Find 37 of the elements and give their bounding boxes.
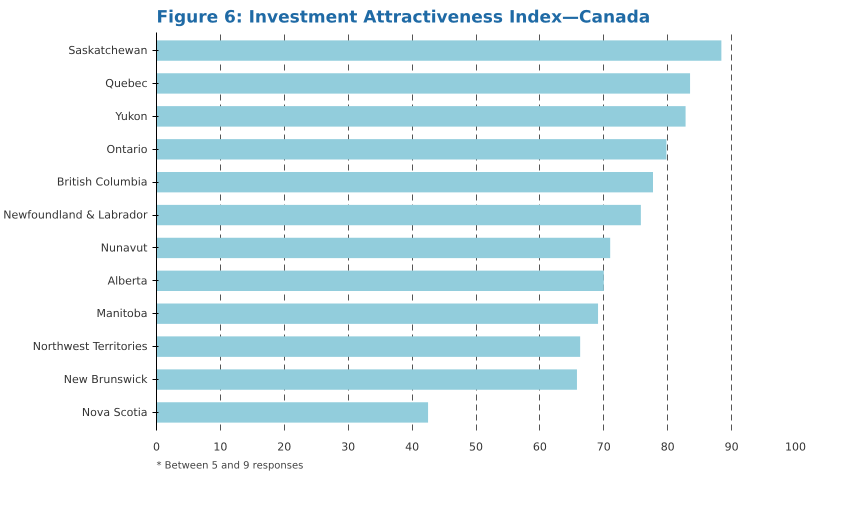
x-tick-label: 60 xyxy=(532,440,547,454)
x-tick-label: 0 xyxy=(153,440,160,454)
bar xyxy=(156,106,686,127)
bar xyxy=(156,204,641,226)
y-tick-label: Northwest Territories xyxy=(32,340,148,354)
y-tick-label: British Columbia xyxy=(56,176,148,189)
x-tick-label: 50 xyxy=(469,440,483,454)
y-tick-label: New Brunswick xyxy=(64,373,148,386)
bar xyxy=(156,402,428,423)
y-tick-label: Nova Scotia xyxy=(82,406,148,419)
y-tick-label: Newfoundland & Labrador xyxy=(3,208,148,222)
bar xyxy=(156,40,722,61)
bar xyxy=(156,270,604,292)
chart-title: Figure 6: Investment Attractiveness Index—Canada xyxy=(156,8,650,28)
x-tick-label: 40 xyxy=(405,440,420,454)
bar xyxy=(156,304,598,324)
x-tick-label: 70 xyxy=(596,440,611,454)
y-tick-label: Alberta xyxy=(108,274,148,288)
bar xyxy=(156,336,580,357)
x-tick-label: 80 xyxy=(660,440,675,454)
y-tick-label: Yukon xyxy=(114,110,148,123)
y-tick-label: Nunavut xyxy=(100,241,148,254)
x-tick-label: 20 xyxy=(277,440,292,454)
bar xyxy=(156,172,654,192)
x-tick-label: 30 xyxy=(341,440,356,454)
text: * Between 5 and 9 responses xyxy=(156,460,304,472)
bar xyxy=(156,369,577,390)
y-tick-label: Manitoba xyxy=(96,307,148,320)
bar xyxy=(156,238,610,258)
y-tick-label: Quebec xyxy=(105,76,148,90)
bar xyxy=(156,139,666,160)
x-tick-label: 100 xyxy=(785,440,806,454)
bar xyxy=(156,73,690,94)
x-tick-label: 10 xyxy=(213,440,228,454)
x-tick-label: 90 xyxy=(724,440,739,454)
y-tick-label: Saskatchewan xyxy=(68,44,148,58)
y-tick-label: Ontario xyxy=(106,142,148,156)
